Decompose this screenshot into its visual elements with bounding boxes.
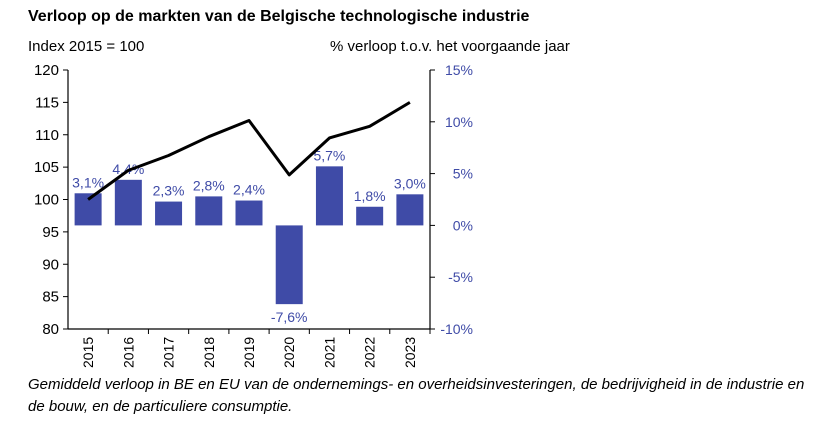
left-axis-title: Index 2015 = 100 bbox=[28, 38, 145, 55]
x-tick-label: 2016 bbox=[120, 337, 136, 368]
bar-data-label: 3,1% bbox=[72, 174, 104, 190]
x-tick-label: 2019 bbox=[241, 337, 257, 368]
index-line bbox=[87, 101, 411, 201]
bar bbox=[275, 225, 303, 305]
right-axis-title: % verloop t.o.v. het voorgaande jaar bbox=[330, 38, 570, 55]
left-tick-label: 110 bbox=[35, 127, 59, 144]
x-tick-label: 2020 bbox=[281, 337, 297, 368]
left-tick-label: 105 bbox=[34, 159, 59, 176]
right-tick-label: 0% bbox=[453, 217, 473, 233]
x-tick-label: 2017 bbox=[161, 337, 177, 368]
bar bbox=[155, 201, 183, 226]
bar-data-label: 3,0% bbox=[394, 175, 426, 191]
right-tick-label: 5% bbox=[453, 166, 473, 182]
left-tick-label: 85 bbox=[42, 289, 59, 306]
right-tick-label: 15% bbox=[445, 62, 473, 78]
left-tick-label: 95 bbox=[42, 224, 59, 241]
bar bbox=[356, 206, 384, 226]
bar bbox=[396, 194, 424, 226]
left-tick-label: 120 bbox=[34, 62, 59, 79]
x-tick-label: 2015 bbox=[80, 337, 96, 368]
bar-data-label: 5,7% bbox=[313, 147, 345, 163]
chart-caption: Gemiddeld verloop in BE en EU van de ond… bbox=[28, 376, 805, 415]
bar-data-label: 2,8% bbox=[193, 177, 225, 193]
bar-data-label: -7,6% bbox=[271, 309, 308, 325]
bar bbox=[195, 196, 223, 226]
bar bbox=[315, 166, 343, 226]
chart-title: Verloop op de markten van de Belgische t… bbox=[28, 8, 530, 25]
left-tick-label: 80 bbox=[42, 321, 59, 338]
left-tick-label: 115 bbox=[35, 94, 59, 111]
x-tick-label: 2018 bbox=[201, 337, 217, 368]
bar-data-label: 2,3% bbox=[153, 183, 185, 199]
left-tick-label: 90 bbox=[42, 256, 59, 273]
bar bbox=[235, 200, 263, 226]
bar bbox=[114, 179, 142, 226]
x-tick-label: 2023 bbox=[402, 337, 418, 368]
bar-data-label: 1,8% bbox=[354, 188, 386, 204]
right-tick-label: -5% bbox=[448, 269, 473, 285]
left-tick-label: 100 bbox=[34, 192, 59, 209]
x-tick-label: 2022 bbox=[362, 337, 378, 368]
right-tick-label: -10% bbox=[440, 321, 473, 337]
bar-data-label: 2,4% bbox=[233, 182, 265, 198]
x-tick-label: 2021 bbox=[321, 337, 337, 368]
chart-area: 80 85 90 95 100 105 110 115 120 -10% -5% 0% 5% 10% 15%… bbox=[34, 62, 473, 368]
right-tick-label: 10% bbox=[445, 114, 473, 130]
